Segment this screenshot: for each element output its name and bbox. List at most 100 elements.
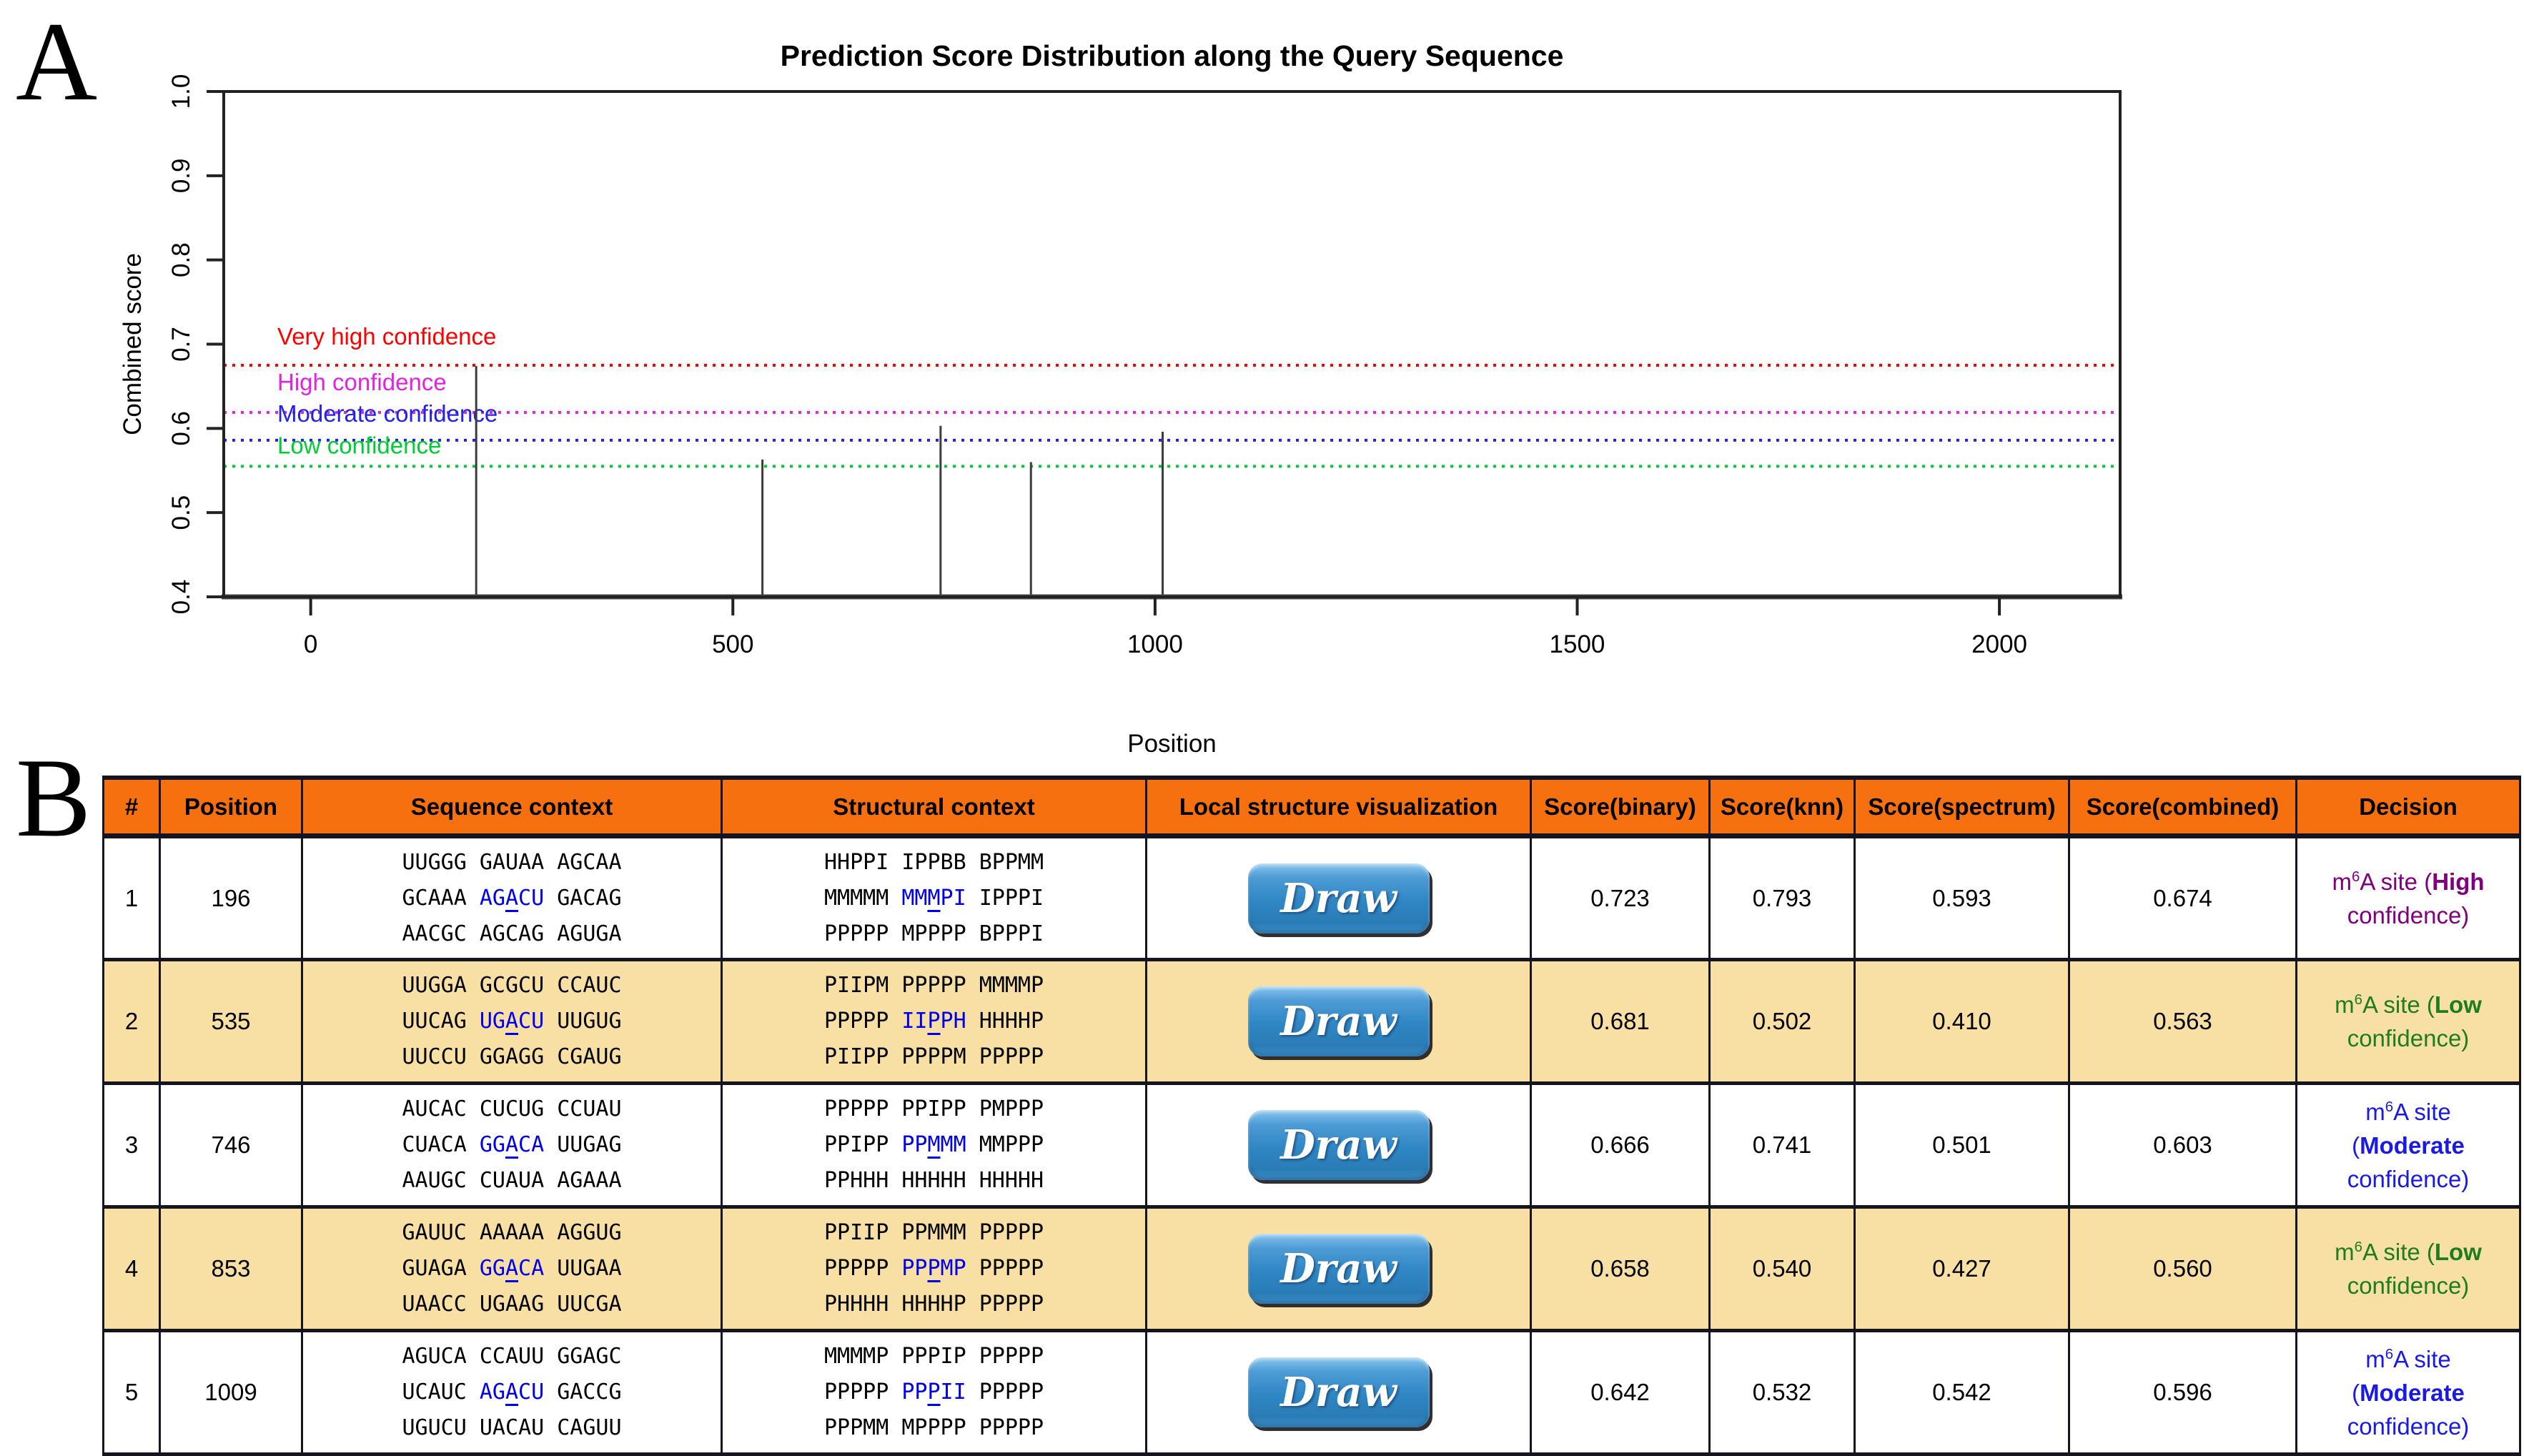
column-header-position: Position — [160, 778, 302, 836]
threshold-label-moderate-confidence: Moderate confidence — [277, 400, 498, 427]
chart-title: Prediction Score Distribution along the … — [781, 39, 1564, 72]
prediction-results-table: #PositionSequence contextStructural cont… — [102, 776, 2521, 1456]
score-spectrum-cell: 0.501 — [1855, 1084, 2069, 1207]
target-site-char: P — [927, 1256, 940, 1281]
column-header-score-combined: Score(combined) — [2069, 778, 2297, 836]
decision-line: m6A site (Low — [2297, 988, 2519, 1021]
column-header-score-binary: Score(binary) — [1531, 778, 1710, 836]
decision-cell: m6A site (Lowconfidence) — [2297, 960, 2520, 1084]
score-spectrum-cell: 0.427 — [1855, 1207, 2069, 1331]
sequence-context-cell-line: UUCAG UGACU UUGUG — [303, 1004, 721, 1039]
score-binary-cell: 0.723 — [1531, 836, 1710, 960]
structural-context-cell-line: PPPMM MPPPP PPPPP — [723, 1410, 1145, 1446]
draw-structure-button[interactable]: Draw — [1248, 986, 1430, 1056]
draw-structure-button[interactable]: Draw — [1248, 1110, 1430, 1180]
threshold-label-very-high-confidence: Very high confidence — [277, 323, 496, 350]
position-cell: 853 — [160, 1207, 302, 1331]
highlighted-motif: UGACU — [480, 1009, 544, 1034]
y-axis-title: Combined score — [119, 253, 147, 435]
y-tick-label: 0.5 — [167, 495, 195, 530]
y-tick-label: 0.7 — [167, 327, 195, 362]
decision-line: confidence) — [2297, 1269, 2519, 1302]
x-tick-label: 1500 — [1550, 630, 1605, 658]
decision-line: confidence) — [2297, 1021, 2519, 1055]
target-site-char: P — [927, 1380, 940, 1405]
structural-context-cell-line: PHHHH HHHHP PPPPP — [723, 1287, 1145, 1322]
sequence-context-cell: UUGGG GAUAA AGCAAGCAAA AGACU GACAGAACGC … — [302, 836, 722, 960]
sequence-context-cell-line: GCAAA AGACU GACAG — [303, 881, 721, 916]
draw-structure-button[interactable]: Draw — [1248, 1357, 1430, 1427]
score-spectrum-cell: 0.410 — [1855, 960, 2069, 1084]
highlighted-motif: AGACU — [480, 886, 544, 911]
score-spectrum-cell: 0.542 — [1855, 1331, 2069, 1455]
position-cell: 535 — [160, 960, 302, 1084]
structural-context-cell-line: MMMMP PPPIP PPPPP — [723, 1339, 1145, 1375]
structure-visualization-cell: Draw — [1147, 1084, 1531, 1207]
column-header-decision: Decision — [2297, 778, 2520, 836]
sequence-context-cell: UUGGA GCGCU CCAUCUUCAG UGACU UUGUGUUCCU … — [302, 960, 722, 1084]
sequence-context-cell-line: AAUGC CUAUA AGAAA — [303, 1163, 721, 1199]
y-tick-label: 0.4 — [167, 580, 195, 615]
threshold-label-high-confidence: High confidence — [277, 369, 447, 395]
structural-context-cell-line: PPPPP PPPMP PPPPP — [723, 1251, 1145, 1287]
table-row: 3746AUCAC CUCUG CCUAUCUACA GGACA UUGAGAA… — [104, 1084, 2520, 1207]
highlighted-motif: MMMPI — [901, 886, 966, 911]
decision-line: confidence) — [2297, 1162, 2519, 1196]
table-row: 1196UUGGG GAUAA AGCAAGCAAA AGACU GACAGAA… — [104, 836, 2520, 960]
sequence-context-cell-line: AUCAC CUCUG CCUAU — [303, 1091, 721, 1127]
decision-cell: m6A site(Moderateconfidence) — [2297, 1084, 2520, 1207]
structural-context-cell-line: PPIPP PPMMM MMPPP — [723, 1127, 1145, 1163]
draw-structure-button[interactable]: Draw — [1248, 1234, 1430, 1304]
decision-cell: m6A site (Lowconfidence) — [2297, 1207, 2520, 1331]
column-header-score-knn: Score(knn) — [1710, 778, 1855, 836]
structural-context-cell-line: HHPPI IPPBB BPPMM — [723, 845, 1145, 881]
column-header-structural-context: Structural context — [722, 778, 1147, 836]
sequence-context-cell-line: AGUCA CCAUU GGAGC — [303, 1339, 721, 1375]
sequence-context-cell-line: UCAUC AGACU GACCG — [303, 1375, 721, 1410]
structural-context-cell: PPPPP PPIPP PMPPPPPIPP PPMMM MMPPPPPHHH … — [722, 1084, 1147, 1207]
table-body: 1196UUGGG GAUAA AGCAAGCAAA AGACU GACAGAA… — [104, 836, 2520, 1455]
draw-structure-button[interactable]: Draw — [1248, 863, 1430, 933]
sequence-context-cell-line: UUGGA GCGCU CCAUC — [303, 968, 721, 1004]
score-binary-cell: 0.642 — [1531, 1331, 1710, 1455]
structural-context-cell-line: PPIIP PPMMM PPPPP — [723, 1215, 1145, 1251]
column-header-score-spectrum: Score(spectrum) — [1855, 778, 2069, 836]
target-site-char: M — [927, 886, 940, 911]
column-header-local-structure-visualization: Local structure visualization — [1147, 778, 1531, 836]
sequence-context-cell-line: UUGGG GAUAA AGCAA — [303, 845, 721, 881]
table-header: #PositionSequence contextStructural cont… — [104, 778, 2520, 836]
score-combined-cell: 0.674 — [2069, 836, 2297, 960]
structural-context-cell-line: PIIPP PPPPM PPPPP — [723, 1039, 1145, 1075]
column-header-: # — [104, 778, 160, 836]
target-site-char: A — [505, 1009, 518, 1034]
highlighted-motif: GGACA — [480, 1256, 544, 1281]
structural-context-cell-line: PPPPP PPPII PPPPP — [723, 1375, 1145, 1410]
row-index-cell: 5 — [104, 1331, 160, 1455]
position-cell: 746 — [160, 1084, 302, 1207]
decision-line: (Moderate — [2297, 1129, 2519, 1162]
x-tick-label: 0 — [304, 630, 317, 658]
panel-b-label: B — [16, 742, 91, 855]
highlighted-motif: GGACA — [480, 1132, 544, 1157]
table-row: 4853GAUUC AAAAA AGGUGGUAGA GGACA UUGAAUA… — [104, 1207, 2520, 1331]
sequence-context-cell-line: CUACA GGACA UUGAG — [303, 1127, 721, 1163]
row-index-cell: 3 — [104, 1084, 160, 1207]
decision-line: m6A site (High — [2297, 865, 2519, 898]
decision-line: m6A site — [2297, 1095, 2519, 1129]
y-tick-label: 0.8 — [167, 242, 195, 277]
decision-cell: m6A site (Highconfidence) — [2297, 836, 2520, 960]
score-knn-cell: 0.540 — [1710, 1207, 1855, 1331]
structural-context-cell: MMMMP PPPIP PPPPPPPPPP PPPII PPPPPPPPMM … — [722, 1331, 1147, 1455]
structure-visualization-cell: Draw — [1147, 960, 1531, 1084]
structural-context-cell: HHPPI IPPBB BPPMMMMMMM MMMPI IPPPIPPPPP … — [722, 836, 1147, 960]
y-tick-label: 0.9 — [167, 159, 195, 194]
structural-context-cell-line: PPPPP MPPPP BPPPI — [723, 916, 1145, 952]
column-header-sequence-context: Sequence context — [302, 778, 722, 836]
score-binary-cell: 0.658 — [1531, 1207, 1710, 1331]
sequence-context-cell-line: GUAGA GGACA UUGAA — [303, 1251, 721, 1287]
prediction-score-chart: Very high confidence High confidence Moder… — [0, 0, 2524, 768]
structural-context-cell-line: PPHHH HHHHH HHHHH — [723, 1163, 1145, 1199]
sequence-context-cell-line: UUCCU GGAGG CGAUG — [303, 1039, 721, 1075]
position-cell: 1009 — [160, 1331, 302, 1455]
header-row: #PositionSequence contextStructural cont… — [104, 778, 2520, 836]
